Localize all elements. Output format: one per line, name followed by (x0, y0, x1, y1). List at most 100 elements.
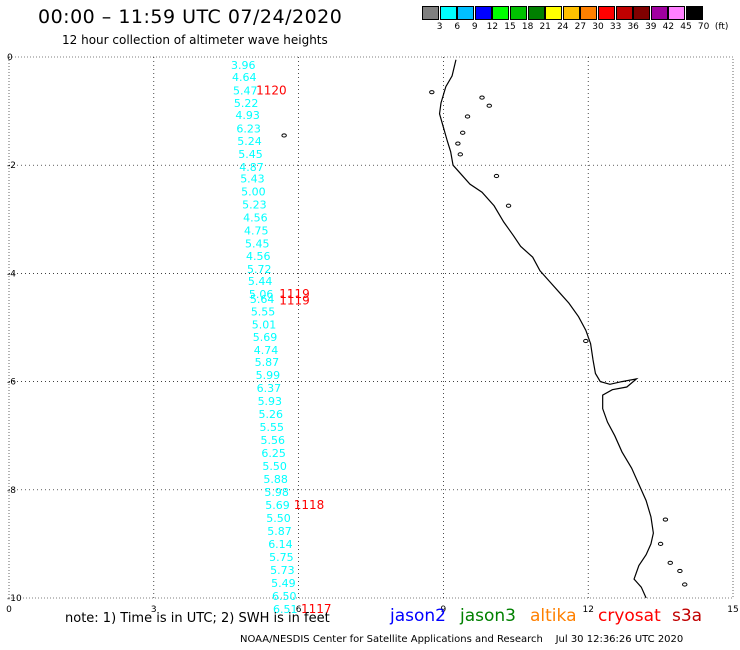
swh-value-label: 5.26 (259, 408, 284, 421)
pass-time-label: 1117 (301, 602, 332, 616)
satellite-legend-item: s3a (672, 606, 703, 626)
swh-value-label: 5.55 (260, 421, 285, 434)
swh-labels: 3.964.645.475.224.936.235.245.454.875.43… (231, 59, 297, 616)
island (493, 173, 500, 179)
colorbar-swatch (615, 6, 633, 20)
x-tick-label: 9 (441, 605, 447, 615)
credit-text: NOAA/NESDIS Center for Satellite Applica… (240, 634, 543, 645)
credit-timestamp: Jul 30 12:36:26 UTC 2020 (555, 634, 684, 645)
swh-value-label: 5.23 (242, 199, 266, 212)
swh-value-label: 5.72 (247, 263, 271, 276)
swh-value-label: 5.69 (253, 331, 278, 344)
colorbar-label: 15 (504, 22, 516, 32)
island (667, 560, 673, 565)
swh-value-label: 5.50 (266, 512, 291, 525)
swh-value-label: 4.56 (246, 250, 270, 263)
footer-note: note: 1) Time is in UTC; 2) SWH is in fe… (65, 611, 330, 626)
island (662, 517, 669, 522)
swh-value-label: 5.43 (240, 173, 265, 186)
map-frame (8, 56, 734, 599)
swh-value-label: 4.87 (239, 161, 264, 174)
swh-value-label: 5.55 (251, 305, 275, 318)
swh-value-label: 4.56 (243, 212, 267, 225)
island (486, 103, 492, 108)
colorbar-label: 39 (645, 22, 657, 32)
swh-value-label: 5.45 (238, 148, 263, 161)
satellite-legend-item: altika (530, 606, 577, 626)
colorbar-label: 45 (680, 22, 692, 32)
colorbar-label: 70 (697, 22, 710, 32)
swh-value-label: 5.69 (265, 499, 290, 512)
colorbar-swatch (686, 6, 703, 20)
swh-value-label: 5.87 (255, 356, 280, 369)
colorbar-label: 12 (486, 22, 499, 32)
colorbar-label: 33 (609, 22, 622, 32)
colorbar-swatch (562, 6, 580, 20)
swh-value-label: 5.73 (270, 564, 295, 577)
x-tick-label: 15 (727, 605, 738, 615)
swh-value-label: 5.50 (262, 460, 287, 473)
pass-time-label: 1118 (294, 498, 325, 512)
swh-value-label: 4.74 (254, 344, 279, 357)
pass-time-label: 1119 (279, 293, 310, 307)
colorbar-swatch (439, 6, 457, 20)
y-tick-label: -8 (7, 486, 16, 496)
satellite-legend-item: jason2 (390, 606, 446, 626)
colorbar-label: 9 (471, 22, 478, 32)
map-subtitle: 12 hour collection of altimeter wave hei… (62, 33, 328, 47)
colorbar-swatch (492, 6, 510, 20)
swh-value-label: 5.64 (250, 293, 274, 306)
island (479, 95, 485, 100)
x-tick-label: 0 (6, 605, 12, 615)
swh-value-label: 5.44 (248, 275, 272, 288)
x-tick-label: 3 (151, 605, 157, 615)
colorbar-label: 24 (557, 22, 569, 32)
y-tick-label: 0 (7, 53, 13, 63)
island (429, 90, 435, 95)
colorbar-swatch (527, 6, 545, 20)
swh-value-label: 4.93 (235, 109, 260, 122)
island (460, 130, 466, 135)
island (281, 133, 287, 138)
swh-value-label: 5.87 (267, 525, 292, 538)
swh-value-label: 4.64 (232, 71, 257, 84)
colorbar-swatch (580, 6, 598, 20)
swh-value-label: 5.75 (269, 551, 294, 564)
colorbar-unit: (ft) (714, 22, 729, 32)
swh-value-label: 5.01 (252, 318, 276, 331)
pass-time-label: 1119 (279, 287, 310, 301)
colorbar-label: 42 (662, 22, 675, 32)
colorbar-label: 30 (592, 22, 604, 32)
swh-value-label: 5.06 (249, 288, 273, 301)
colorbar-swatch (474, 6, 492, 20)
swh-value-label: 6.51 (273, 603, 298, 616)
pass-time-label: 1120 (256, 84, 287, 98)
swh-value-label: 6.25 (261, 447, 286, 460)
colorbar-swatch (633, 6, 651, 20)
swh-value-label: 5.56 (260, 434, 285, 447)
island (682, 582, 688, 587)
swh-value-label: 5.00 (241, 186, 265, 199)
y-tick-label: -2 (7, 161, 16, 171)
island (457, 152, 463, 157)
colorbar-label: 18 (521, 22, 534, 32)
colorbar-label: 3 (436, 22, 443, 32)
coastline-path (438, 59, 654, 599)
island (455, 141, 461, 146)
swh-value-label: 5.98 (264, 486, 289, 499)
colorbar-label: 36 (627, 22, 639, 32)
swh-value-label: 5.24 (237, 135, 262, 148)
colorbar-swatch (457, 6, 475, 20)
swh-value-label: 5.93 (258, 395, 283, 408)
satellite-legend-item: cryosat (598, 606, 661, 626)
swh-value-label: 5.45 (245, 238, 269, 251)
swh-value-label: 6.50 (272, 590, 297, 603)
island (505, 203, 512, 208)
colorbar-swatch (598, 6, 615, 20)
swh-value-label: 5.88 (263, 473, 288, 486)
colorbar-swatch (668, 6, 686, 20)
footer-credit: NOAA/NESDIS Center for Satellite Applica… (240, 634, 683, 645)
swh-value-label: 6.14 (268, 538, 293, 551)
satellite-legend-item: jason3 (460, 606, 516, 626)
